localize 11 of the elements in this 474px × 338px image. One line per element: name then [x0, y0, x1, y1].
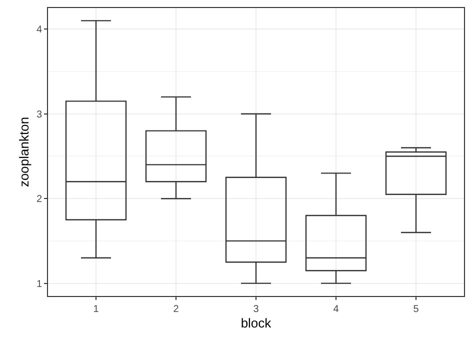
x-tick-label: 1	[93, 304, 100, 315]
x-tick-label: 4	[333, 304, 340, 315]
x-axis-title: block	[240, 316, 272, 331]
x-tick-label: 2	[173, 304, 180, 315]
y-tick-label: 2	[36, 194, 42, 206]
y-axis-title: zooplankton	[16, 116, 32, 188]
x-tick-label: 3	[253, 304, 260, 315]
y-tick-label: 4	[36, 24, 42, 36]
x-tick-label: 5	[413, 304, 420, 315]
y-tick-label: 3	[36, 109, 42, 120]
y-tick-label: 1	[36, 278, 42, 290]
